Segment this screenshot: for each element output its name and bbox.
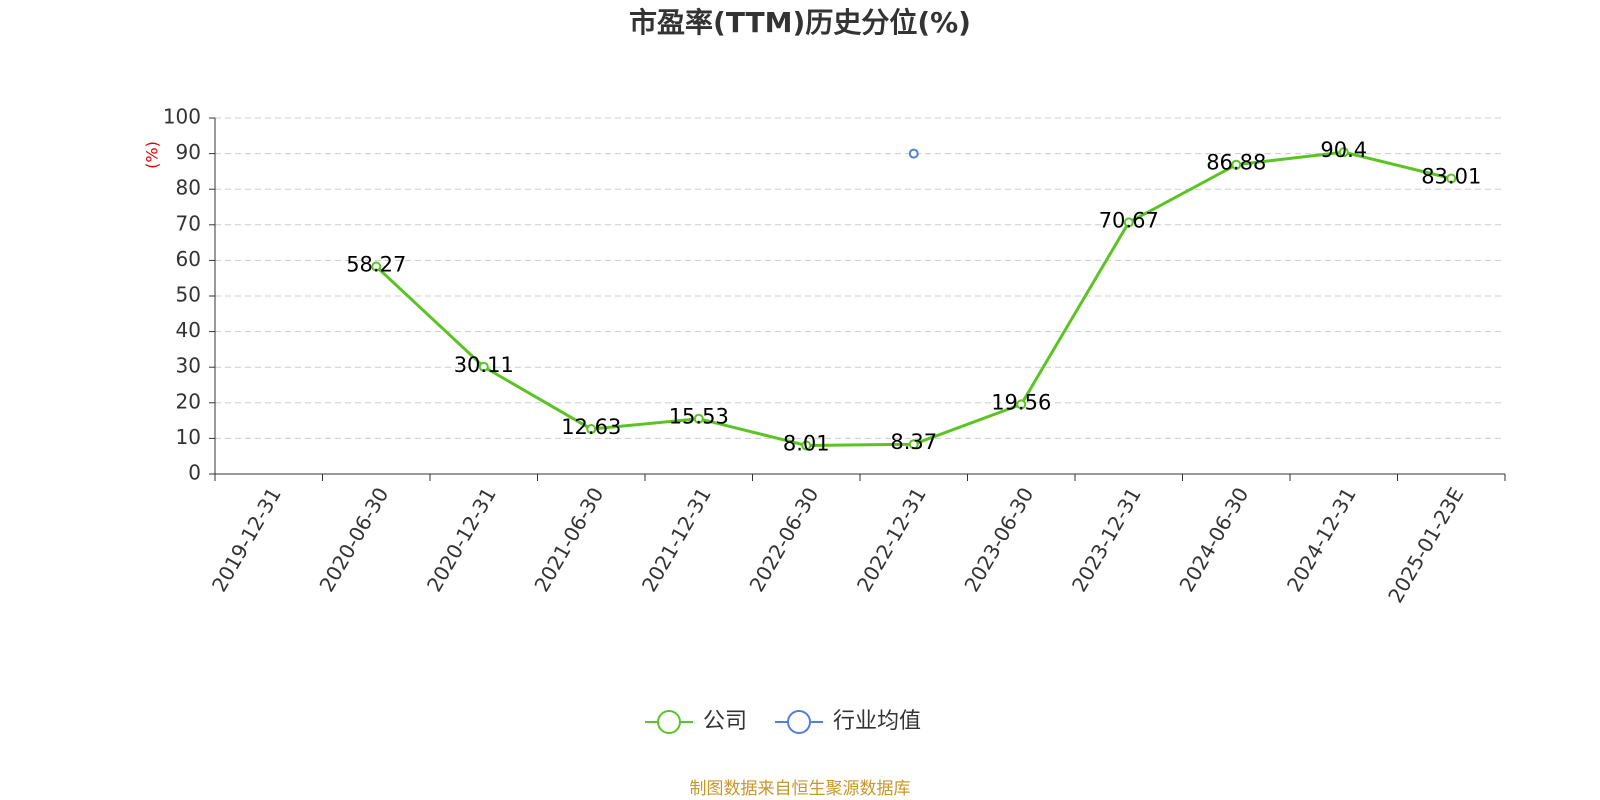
point	[1123, 217, 1134, 228]
point	[908, 148, 919, 159]
x-tick-label: 2024-06-30	[1174, 483, 1253, 596]
y-tick-label: 70	[176, 211, 201, 235]
point	[371, 261, 382, 272]
x-tick-label: 2019-12-31	[207, 483, 286, 596]
data-label: 8.01	[783, 431, 830, 455]
y-tick-label: 100	[163, 105, 201, 129]
y-tick-label: 50	[176, 283, 201, 307]
point	[1446, 173, 1457, 184]
y-tick-label: 0	[188, 461, 201, 485]
legend-label: 行业均值	[833, 709, 921, 734]
x-tick-label: 2023-06-30	[959, 483, 1038, 596]
data-label: 83.01	[1421, 164, 1481, 188]
point	[801, 440, 812, 451]
point	[908, 439, 919, 450]
point	[693, 413, 704, 424]
data-label: 19.56	[991, 390, 1051, 414]
x-tick-label: 2023-12-31	[1067, 483, 1146, 596]
y-tick-label: 90	[176, 140, 201, 164]
legend-marker	[787, 710, 812, 734]
x-tick-label: 2021-06-30	[529, 483, 608, 596]
source-note: 制图数据来自恒生聚源数据库	[690, 779, 911, 799]
y-axis-label: (%)	[143, 141, 162, 169]
x-tick-label: 2021-12-31	[637, 483, 716, 596]
data-label: 12.63	[561, 415, 621, 439]
point	[1016, 399, 1027, 410]
legend-label: 公司	[703, 709, 747, 734]
y-tick-label: 30	[176, 354, 201, 378]
y-tick-label: 10	[176, 425, 201, 449]
point	[586, 424, 597, 435]
x-tick-label: 2020-12-31	[422, 483, 501, 596]
data-label: 86.88	[1206, 151, 1266, 175]
x-tick-label: 2024-12-31	[1282, 483, 1361, 596]
legend-marker	[657, 710, 681, 734]
series-line	[375, 150, 1452, 447]
y-tick-label: 60	[176, 247, 201, 271]
y-tick-label: 80	[176, 176, 201, 200]
x-tick-label: 2020-06-30	[314, 483, 393, 596]
y-tick-label: 20	[176, 389, 201, 413]
chart-title: 市盈率(TTM)历史分位(%)	[629, 6, 971, 39]
data-label: 90.4	[1320, 138, 1367, 162]
data-label: 8.37	[890, 430, 937, 454]
point	[1231, 159, 1242, 170]
data-label: 15.53	[669, 405, 729, 429]
data-label: 30.11	[454, 353, 514, 377]
x-tick-label: 2025-01-23E	[1383, 483, 1468, 607]
data-label: 70.67	[1099, 208, 1159, 232]
data-label: 58.27	[346, 253, 406, 277]
point	[478, 361, 489, 372]
x-tick-label: 2022-12-31	[852, 483, 931, 596]
point	[1338, 147, 1349, 158]
x-tick-label: 2022-06-30	[744, 483, 823, 596]
y-tick-label: 40	[176, 318, 201, 342]
